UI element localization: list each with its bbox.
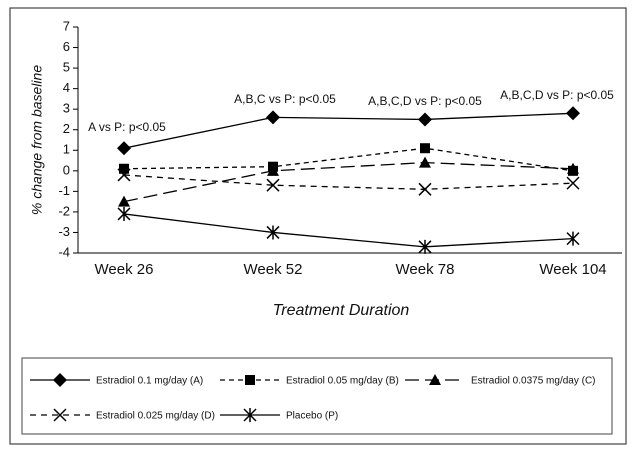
series-line	[123, 174, 574, 190]
marker	[418, 239, 432, 254]
series-line	[123, 161, 574, 203]
marker	[117, 141, 131, 156]
marker	[266, 178, 280, 192]
y-axis-title: % change from baseline	[29, 65, 45, 215]
legend-label: Estradiol 0.0375 mg/day (C)	[471, 376, 596, 387]
y-tick-label: 0	[63, 162, 70, 177]
marker	[117, 168, 131, 182]
marker	[266, 225, 280, 240]
y-tick-label: 4	[63, 80, 70, 95]
annotation: A,B,C,D vs P: p<0.05	[368, 94, 482, 108]
x-axis-title: Treatment Duration	[273, 302, 410, 319]
y-tick-label: -4	[58, 244, 70, 259]
marker	[53, 373, 67, 387]
marker	[420, 143, 430, 154]
y-tick-label: 3	[63, 101, 70, 116]
frame	[9, 7, 627, 445]
y-tick-label: 5	[63, 60, 70, 75]
x-tick-label: Week 78	[396, 261, 455, 278]
annotation: A vs P: p<0.05	[88, 120, 166, 134]
series-line	[123, 112, 574, 149]
marker	[119, 163, 129, 174]
legend-label: Placebo (P)	[286, 411, 338, 422]
marker	[118, 195, 130, 207]
series-line	[123, 147, 574, 172]
marker	[566, 176, 580, 190]
marker	[117, 206, 131, 221]
x-tick-label: Week 26	[95, 261, 154, 278]
marker	[418, 112, 432, 127]
y-tick-label: -1	[58, 183, 70, 198]
legend-box	[21, 357, 613, 435]
legend-label: Estradiol 0.05 mg/day (B)	[286, 376, 399, 387]
x-tick-label: Week 52	[244, 261, 303, 278]
annotation: A,B,C,D vs P: p<0.05	[500, 88, 614, 102]
y-tick-label: -3	[58, 224, 70, 239]
marker	[566, 106, 580, 121]
marker	[267, 164, 279, 176]
y-tick-label: -2	[58, 203, 70, 218]
marker	[419, 156, 431, 168]
y-tick-label: 2	[63, 121, 70, 136]
y-tick-label: 1	[63, 142, 70, 157]
annotation: A,B,C vs P: p<0.05	[234, 92, 336, 106]
marker	[567, 162, 579, 174]
legend-label: Estradiol 0.1 mg/day (A)	[96, 376, 203, 387]
y-tick-label: 6	[63, 39, 70, 54]
marker	[245, 375, 255, 385]
marker	[243, 408, 257, 422]
marker	[418, 182, 432, 196]
marker	[566, 231, 580, 246]
y-tick-label: 7	[63, 18, 70, 33]
series-line	[123, 213, 574, 248]
legend-label: Estradiol 0.025 mg/day (D)	[96, 411, 215, 422]
marker	[429, 374, 441, 385]
x-tick-label: Week 104	[539, 261, 606, 278]
marker	[266, 110, 280, 125]
marker	[53, 408, 67, 422]
